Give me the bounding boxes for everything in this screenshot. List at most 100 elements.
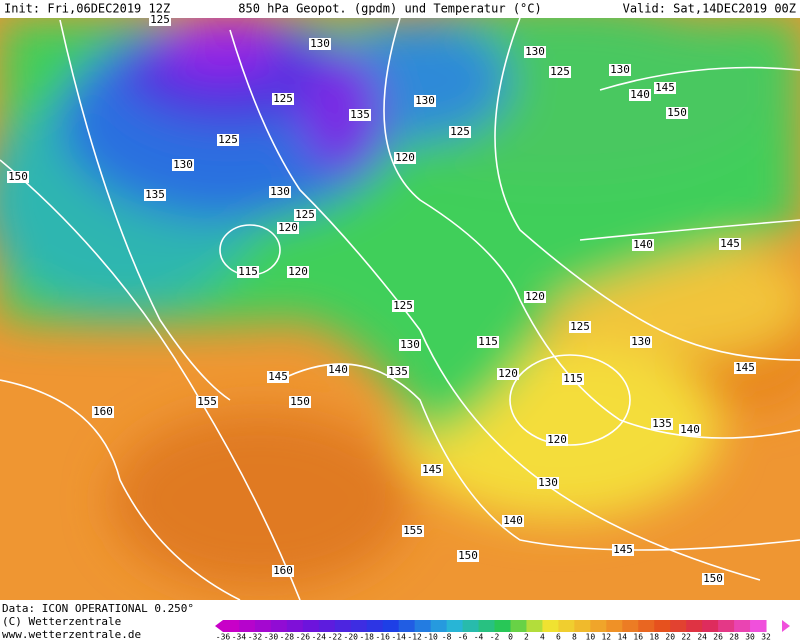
contour-label: 130 xyxy=(400,338,420,351)
colorbar-label: 24 xyxy=(697,633,707,642)
contour-label: 115 xyxy=(478,335,498,348)
contour-label-box xyxy=(92,406,114,418)
colorbar-swatch xyxy=(526,620,543,632)
geopotential-contours xyxy=(0,18,800,600)
contour-label: 145 xyxy=(655,81,675,94)
colorbar-swatch xyxy=(622,620,639,632)
colorbar-label: -24 xyxy=(312,633,327,642)
contour-label-box xyxy=(414,95,436,107)
contour-label: 125 xyxy=(393,299,413,312)
colorbar-label: 28 xyxy=(729,633,739,642)
colorbar-swatch xyxy=(542,620,559,632)
contour-label-box xyxy=(172,159,194,171)
contour-label: 160 xyxy=(273,564,293,577)
colorbar-label: -32 xyxy=(248,633,263,642)
colorbar-swatch xyxy=(286,620,304,632)
colorbar-label: 0 xyxy=(508,633,513,642)
contour-label-box xyxy=(399,339,421,351)
contour-label: 120 xyxy=(288,265,308,278)
contour-label-box xyxy=(402,525,424,537)
colorbar-label: -28 xyxy=(280,633,295,642)
colorbar-swatch xyxy=(654,620,671,632)
contour-label-box xyxy=(267,371,289,383)
contour-label: 125 xyxy=(295,208,315,221)
contour-label: 125 xyxy=(273,92,293,105)
colorbar-swatch xyxy=(510,620,527,632)
contour-label-box xyxy=(734,362,756,374)
contour-label: 145 xyxy=(422,463,442,476)
contour-label: 135 xyxy=(350,108,370,121)
contour-label-box xyxy=(629,89,651,101)
contour-label: 120 xyxy=(525,290,545,303)
colorbar-label: -20 xyxy=(344,633,359,642)
contour-label-box xyxy=(287,266,309,278)
valid-time: Valid: Sat,14DEC2019 00Z xyxy=(623,2,796,16)
colorbar-swatch xyxy=(558,620,575,632)
contour-label: 125 xyxy=(450,125,470,138)
colorbar-label: -2 xyxy=(490,633,500,642)
contour-label-box xyxy=(272,565,294,577)
contour-label-box xyxy=(294,209,316,221)
colorbar-label: -18 xyxy=(360,633,375,642)
contour-label: 150 xyxy=(667,106,687,119)
contour-label-box xyxy=(666,107,688,119)
colorbar-label: 12 xyxy=(601,633,611,642)
contour-label-box xyxy=(562,373,584,385)
contour-label-box xyxy=(327,364,349,376)
colorbar-swatch xyxy=(334,620,352,632)
contour-label-box xyxy=(524,291,546,303)
colorbar-swatch xyxy=(302,620,320,632)
colorbar-swatch xyxy=(270,620,288,632)
contour-label: 145 xyxy=(720,237,740,250)
contour-label: 145 xyxy=(613,543,633,556)
colorbar-label: 2 xyxy=(524,633,529,642)
contour-label-box xyxy=(394,152,416,164)
contour-label-box xyxy=(272,93,294,105)
colorbar-swatch xyxy=(350,620,368,632)
colorbar-label: 6 xyxy=(556,633,561,642)
colorbar-swatch xyxy=(462,620,480,632)
contour-label: 125 xyxy=(570,320,590,333)
contour-label-box xyxy=(719,238,741,250)
contour-label: 145 xyxy=(735,361,755,374)
colorbar-label: 10 xyxy=(586,633,596,642)
colorbar-swatch xyxy=(382,620,400,632)
contour-label: 120 xyxy=(278,221,298,234)
colorbar-swatch xyxy=(223,620,240,632)
contour-label: 145 xyxy=(268,370,288,383)
contour-label-box xyxy=(632,239,654,251)
contour-label-box xyxy=(702,573,724,585)
colorbar-label: -30 xyxy=(264,633,279,642)
contour-label-box xyxy=(477,336,499,348)
contour-label-box xyxy=(217,134,239,146)
colorbar-label: -8 xyxy=(442,633,452,642)
contour-label: 115 xyxy=(563,372,583,385)
contour-label-box xyxy=(569,321,591,333)
colorbar-swatch xyxy=(318,620,336,632)
contour-label-box xyxy=(546,434,568,446)
colorbar-label: -26 xyxy=(296,633,311,642)
contour-label: 130 xyxy=(538,476,558,489)
contour-label: 140 xyxy=(630,88,650,101)
colorbar-swatch xyxy=(494,620,511,632)
contour-label: 130 xyxy=(610,63,630,76)
colorbar-label: 30 xyxy=(745,633,755,642)
colorbar-swatch xyxy=(734,620,751,632)
contour-label-box xyxy=(7,171,29,183)
contour-label: 140 xyxy=(328,363,348,376)
contour-label-box xyxy=(679,424,701,436)
contour-label: 150 xyxy=(458,549,478,562)
contour-label: 130 xyxy=(173,158,193,171)
colorbar-swatch xyxy=(638,620,655,632)
contour-label: 130 xyxy=(310,37,330,50)
colorbar-swatch xyxy=(574,620,591,632)
contour-label: 120 xyxy=(547,433,567,446)
colorbar-swatch xyxy=(446,620,464,632)
contour-label-box xyxy=(144,189,166,201)
contour-label: 155 xyxy=(197,395,217,408)
contour-label-box xyxy=(651,418,673,430)
colorbar-arrow-right xyxy=(782,620,790,632)
contour-label-box xyxy=(387,366,409,378)
contour-label-box xyxy=(457,550,479,562)
contour-label: 130 xyxy=(270,185,290,198)
